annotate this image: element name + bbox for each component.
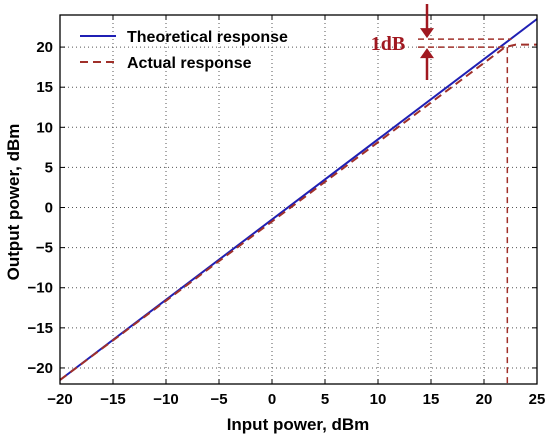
plot-frame (59, 14, 538, 385)
x-tick-labels: −20 −15 −10 −5 0 5 10 15 20 25 (47, 391, 545, 408)
compression-guides (418, 38, 512, 384)
x-tick-label: −20 (47, 391, 72, 408)
x-tick-label: 25 (529, 391, 546, 408)
grid (60, 15, 537, 384)
x-tick-label: 15 (423, 391, 440, 408)
x-tick-label: −15 (100, 391, 125, 408)
legend-label-theoretical: Theoretical response (127, 29, 288, 46)
y-tick-labels: −20 −15 −10 −5 0 5 10 15 20 (28, 39, 53, 377)
x-tick-label: 5 (321, 391, 329, 408)
y-tick-label: −5 (36, 240, 53, 257)
legend: Theoretical response Actual response (80, 29, 288, 72)
x-tick-label: 20 (476, 391, 493, 408)
y-tick-label: 10 (36, 119, 53, 136)
y-tick-label: 20 (36, 39, 53, 56)
compression-annotation: 1dB (371, 4, 434, 80)
x-axis-title: Input power, dBm (227, 415, 370, 434)
y-tick-label: 0 (45, 200, 53, 217)
x-tick-label: −5 (210, 391, 227, 408)
x-tick-label: 0 (268, 391, 276, 408)
y-axis-title: Output power, dBm (4, 124, 23, 281)
annotation-arrow-bottom-head (420, 48, 434, 59)
y-tick-label: 5 (45, 159, 53, 176)
x-tick-label: 10 (370, 391, 387, 408)
x-tick-label: −10 (153, 391, 178, 408)
annotation-label: 1dB (371, 33, 405, 55)
y-tick-label: −20 (28, 360, 53, 377)
annotation-arrow-top-head (420, 28, 434, 39)
series-actual-line (59, 43, 537, 381)
series-theoretical-line (59, 18, 538, 381)
ticks (59, 15, 538, 384)
y-tick-label: −10 (28, 280, 53, 297)
y-tick-label: −15 (28, 320, 53, 337)
legend-label-actual: Actual response (127, 55, 252, 72)
y-tick-label: 15 (36, 79, 53, 96)
series-layer (59, 18, 538, 381)
